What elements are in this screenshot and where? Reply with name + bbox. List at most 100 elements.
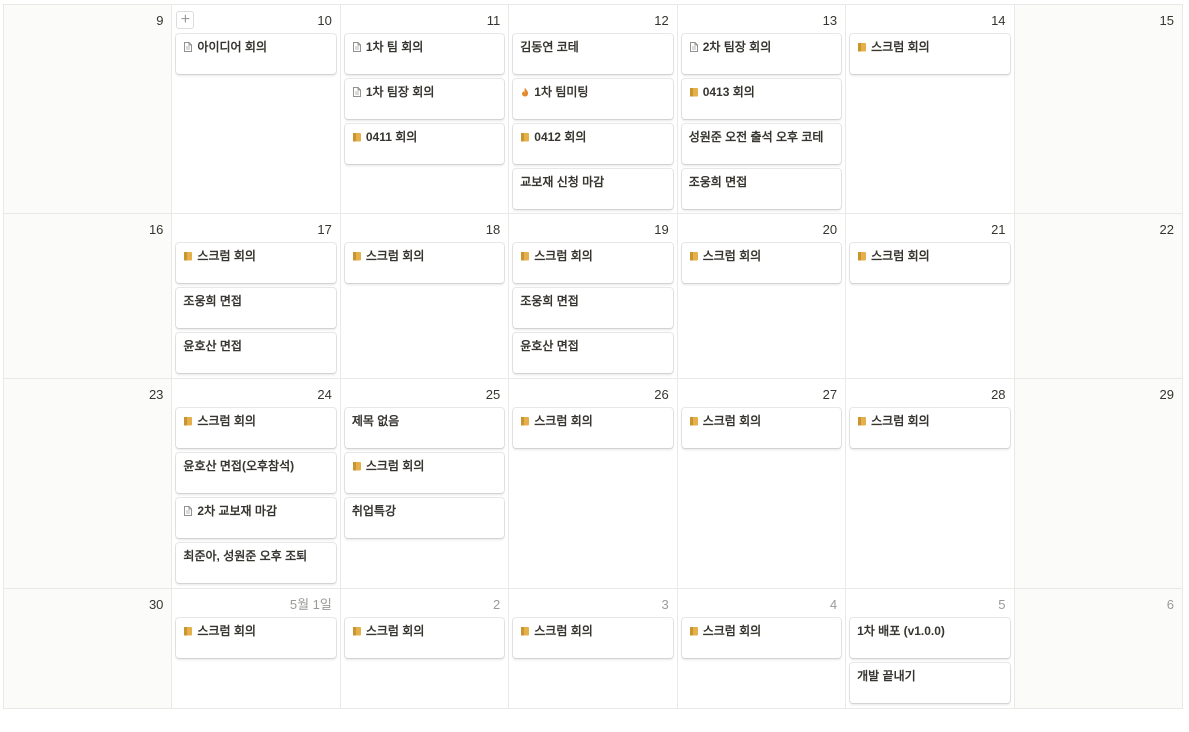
event-list: 스크럼 회의	[850, 243, 1010, 288]
calendar-day-cell[interactable]: 30	[4, 589, 173, 708]
event-card[interactable]: 2차 교보재 마감	[176, 498, 336, 538]
event-title: 스크럼 회의	[365, 459, 425, 473]
event-card[interactable]: 스크럼 회의	[513, 243, 673, 283]
calendar-day-cell[interactable]: 25 제목 없음 스크럼 회의 취업특강	[340, 379, 510, 588]
calendar-day-cell[interactable]: 27 스크럼 회의	[677, 379, 847, 588]
event-card[interactable]: 2차 팀장 회의	[681, 34, 842, 74]
event-card[interactable]: 스크럼 회의	[681, 243, 842, 283]
calendar-day-cell[interactable]: 4 스크럼 회의	[677, 589, 847, 708]
page-icon	[183, 504, 193, 520]
folder-icon	[857, 40, 867, 56]
event-title: 1차 팀장 회의	[365, 85, 435, 99]
calendar-day-cell[interactable]: 21 스크럼 회의	[846, 214, 1015, 378]
event-card[interactable]: 성원준 오전 출석 오후 코테	[681, 124, 842, 164]
event-card[interactable]: 1차 팀미팅	[513, 79, 673, 119]
calendar-day-cell[interactable]: 16	[4, 214, 173, 378]
calendar-day-cell[interactable]: 14 스크럼 회의	[846, 5, 1015, 213]
event-card[interactable]: 스크럼 회의	[344, 243, 505, 283]
day-number: 29	[1159, 387, 1174, 402]
calendar-day-cell[interactable]: 2 스크럼 회의	[340, 589, 510, 708]
day-number: 20	[822, 222, 838, 237]
folder-icon	[520, 414, 530, 430]
folder-icon	[352, 459, 362, 475]
event-card[interactable]: 1차 팀 회의	[344, 34, 505, 74]
folder-icon	[857, 249, 867, 265]
calendar-day-cell[interactable]: 13 2차 팀장 회의 0413 회의 성원준 오전 출석 오후 코테 조웅희 면접	[677, 5, 847, 213]
day-number: 24	[317, 387, 332, 402]
event-card[interactable]: 스크럼 회의	[176, 243, 336, 283]
event-card[interactable]: 스크럼 회의	[176, 408, 336, 448]
calendar-day-cell[interactable]: 9	[4, 5, 173, 213]
event-card[interactable]: 윤호산 면접	[176, 333, 336, 373]
event-title: 2차 교보재 마감	[197, 504, 278, 518]
day-number: 14	[991, 13, 1006, 28]
event-title: 김동연 코테	[520, 40, 579, 54]
calendar-day-cell[interactable]: 17 스크럼 회의 조웅희 면접 윤호산 면접	[172, 214, 341, 378]
day-number: 26	[654, 387, 669, 402]
calendar-day-cell[interactable]: 5 1차 배포 (v1.0.0) 개발 끝내기	[846, 589, 1015, 708]
calendar-day-cell[interactable]: 22	[1014, 214, 1183, 378]
event-card[interactable]: 0413 회의	[681, 79, 842, 119]
event-list: 스크럼 회의	[176, 618, 336, 663]
calendar-day-cell[interactable]: 6	[1014, 589, 1183, 708]
event-card[interactable]: 1차 배포 (v1.0.0)	[850, 618, 1010, 658]
calendar-day-cell[interactable]: 26 스크럼 회의	[509, 379, 678, 588]
event-card[interactable]: 스크럼 회의	[176, 618, 336, 658]
calendar-month-grid: 9 +10 아이디어 회의 11 1차 팀 회의 1차 팀장 회의 0411 회의 12 김동연…	[3, 4, 1183, 709]
calendar-day-cell[interactable]: 5월 1일 스크럼 회의	[172, 589, 341, 708]
event-card[interactable]: 스크럼 회의	[681, 408, 842, 448]
event-card[interactable]: 취업특강	[344, 498, 505, 538]
event-card[interactable]: 조웅희 면접	[513, 288, 673, 328]
event-card[interactable]: 스크럼 회의	[513, 408, 673, 448]
day-number: 5	[998, 597, 1006, 612]
day-number: 12	[654, 13, 669, 28]
calendar-day-cell[interactable]: 19 스크럼 회의 조웅희 면접 윤호산 면접	[509, 214, 678, 378]
event-title: 스크럼 회의	[197, 249, 256, 263]
event-title: 스크럼 회의	[197, 414, 256, 428]
event-card[interactable]: 윤호산 면접(오후참석)	[176, 453, 336, 493]
event-card[interactable]: 윤호산 면접	[513, 333, 673, 373]
calendar-day-cell[interactable]: 28 스크럼 회의	[846, 379, 1015, 588]
event-card[interactable]: 조웅희 면접	[681, 169, 842, 209]
event-card[interactable]: 스크럼 회의	[850, 408, 1010, 448]
event-card[interactable]: 스크럼 회의	[850, 34, 1010, 74]
day-number: 6	[1166, 597, 1174, 612]
event-title: 스크럼 회의	[871, 414, 930, 428]
day-number: 9	[156, 13, 164, 28]
event-card[interactable]: 스크럼 회의	[344, 618, 505, 658]
event-card[interactable]: 개발 끝내기	[850, 663, 1010, 703]
calendar-day-cell[interactable]: 11 1차 팀 회의 1차 팀장 회의 0411 회의	[340, 5, 510, 213]
event-card[interactable]: 제목 없음	[344, 408, 505, 448]
event-title: 교보재 신청 마감	[520, 175, 605, 189]
calendar-day-cell[interactable]: 15	[1014, 5, 1183, 213]
event-card[interactable]: 스크럼 회의	[850, 243, 1010, 283]
event-card[interactable]: 0412 회의	[513, 124, 673, 164]
event-title: 스크럼 회의	[871, 40, 930, 54]
folder-icon	[183, 249, 193, 265]
calendar-day-cell[interactable]: 23	[4, 379, 173, 588]
calendar-day-cell[interactable]: 20 스크럼 회의	[677, 214, 847, 378]
event-title: 성원준 오전 출석 오후 코테	[688, 130, 824, 144]
calendar-week: 23 24 스크럼 회의 윤호산 면접(오후참석) 2차 교보재 마감 최준아, 성원준 …	[4, 379, 1183, 589]
add-event-button[interactable]: +	[176, 11, 195, 29]
event-card[interactable]: 김동연 코테	[513, 34, 673, 74]
event-card[interactable]: 아이디어 회의	[176, 34, 336, 74]
calendar-day-cell[interactable]: 29	[1014, 379, 1183, 588]
event-title: 아이디어 회의	[197, 40, 267, 54]
event-list: 스크럼 회의	[344, 243, 505, 288]
event-card[interactable]: 조웅희 면접	[176, 288, 336, 328]
event-card[interactable]: 교보재 신청 마감	[513, 169, 673, 209]
event-card[interactable]: 1차 팀장 회의	[344, 79, 505, 119]
event-card[interactable]: 스크럼 회의	[513, 618, 673, 658]
event-card[interactable]: 스크럼 회의	[681, 618, 842, 658]
calendar-day-cell[interactable]: 3 스크럼 회의	[509, 589, 678, 708]
event-card[interactable]: 최준아, 성원준 오후 조퇴	[176, 543, 336, 583]
calendar-day-cell[interactable]: 18 스크럼 회의	[340, 214, 510, 378]
calendar-day-cell[interactable]: +10 아이디어 회의	[172, 5, 341, 213]
event-card[interactable]: 0411 회의	[344, 124, 505, 164]
event-list: 스크럼 회의	[850, 408, 1010, 453]
event-list: 스크럼 회의	[513, 408, 673, 453]
event-card[interactable]: 스크럼 회의	[344, 453, 505, 493]
